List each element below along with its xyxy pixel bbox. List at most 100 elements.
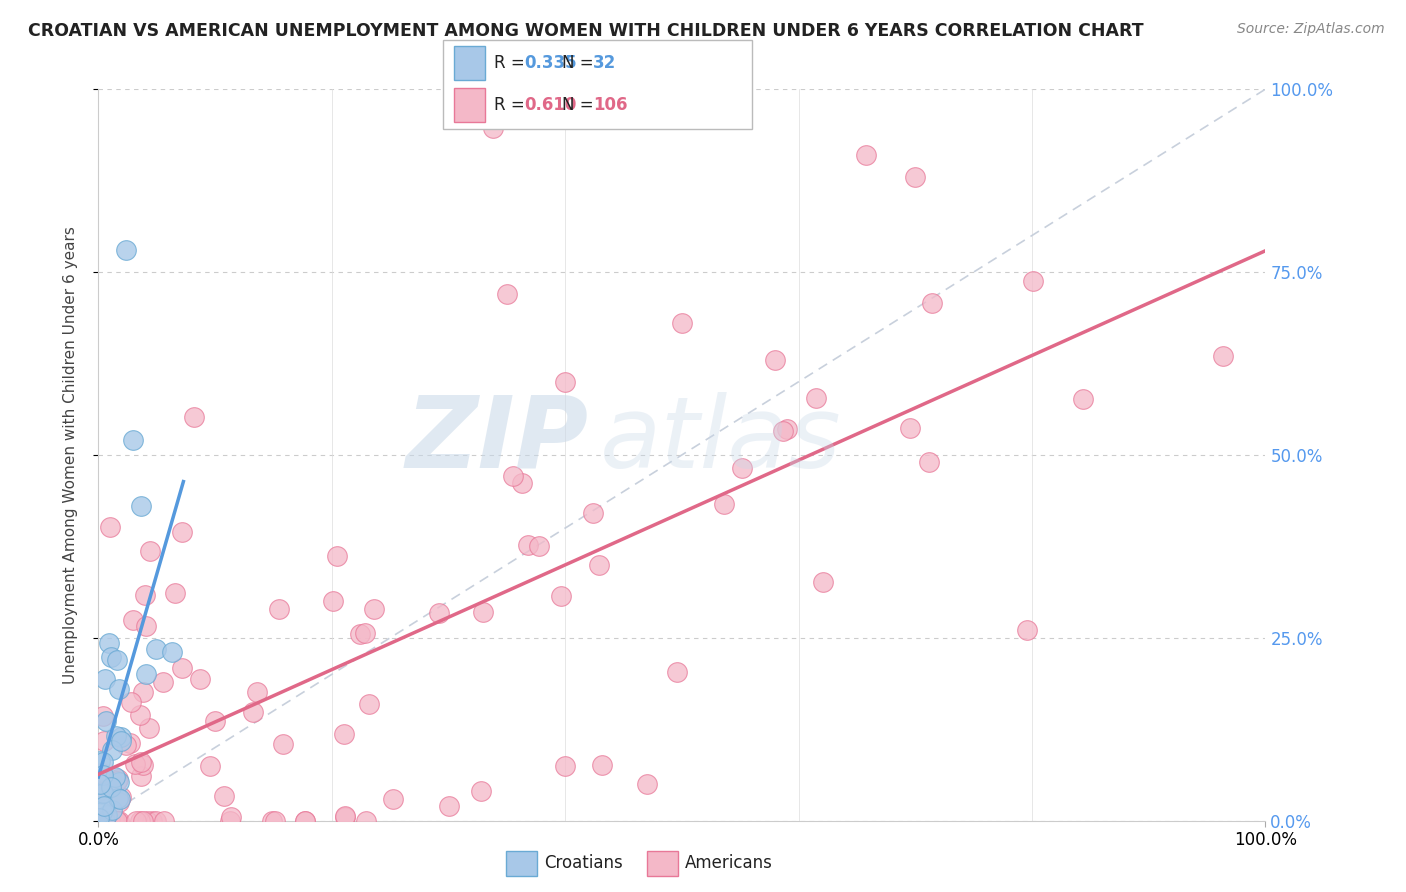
Point [128,814,150,828]
Text: Americans: Americans [685,855,773,872]
Point [107,814,129,828]
Point [267,602,290,616]
Point [198,759,221,773]
Point [354,814,377,828]
Point [105,653,128,667]
Point [219,814,242,828]
Point [96,808,118,822]
Point [666,665,689,679]
Point [152,675,174,690]
Point [135,667,157,681]
Text: 106: 106 [593,96,628,114]
Point [1015,623,1038,637]
Point [124,757,146,772]
Point [108,681,131,696]
Point [103,814,125,828]
Point [107,772,129,786]
Point [122,613,145,627]
Point [163,586,186,600]
Point [98,814,121,828]
Point [349,627,371,641]
Point [108,814,131,828]
Point [104,814,127,828]
Point [188,672,211,686]
Point [591,758,613,772]
Point [108,791,131,805]
Point [145,814,167,828]
Point [472,605,495,619]
Point [110,789,132,804]
Point [124,814,146,828]
Text: CROATIAN VS AMERICAN UNEMPLOYMENT AMONG WOMEN WITH CHILDREN UNDER 6 YEARS CORREL: CROATIAN VS AMERICAN UNEMPLOYMENT AMONG … [28,22,1143,40]
Point [101,803,124,817]
Point [333,727,356,741]
Point [96,814,118,828]
Point [91,768,114,782]
Point [138,721,160,735]
Point [110,731,132,745]
Point [121,434,143,448]
Point [1212,349,1234,363]
Point [145,641,167,656]
Text: ZIP: ZIP [405,392,589,489]
Point [382,791,405,805]
Point [776,422,799,436]
Point [804,391,827,405]
Point [357,697,380,711]
Point [204,714,226,728]
Point [427,607,450,621]
Point [135,619,157,633]
Point [904,169,927,184]
Point [242,705,264,719]
Point [772,424,794,438]
Point [335,809,357,823]
Point [1071,392,1094,407]
Point [921,296,943,310]
Point [132,758,155,772]
Point [554,758,576,772]
Point [100,650,122,665]
Point [671,316,693,330]
Point [94,814,117,828]
Y-axis label: Unemployment Among Women with Children Under 6 years: Unemployment Among Women with Children U… [63,226,77,684]
Point [510,475,533,490]
Point [94,814,117,828]
Point [170,524,193,539]
Text: 0.335: 0.335 [524,54,576,72]
Text: 0.610: 0.610 [524,96,576,114]
Point [120,695,142,709]
Point [129,499,152,513]
Point [94,714,117,728]
Point [91,814,114,828]
Point [91,766,114,780]
Point [87,811,110,825]
Point [139,543,162,558]
Text: Croatians: Croatians [544,855,623,872]
Point [713,497,735,511]
Point [153,814,176,828]
Point [90,814,112,828]
Point [89,777,111,791]
Point [527,539,550,553]
Point [94,672,117,686]
Point [502,469,524,483]
Point [97,636,120,650]
Point [129,707,152,722]
Point [105,814,128,828]
Point [219,810,242,824]
Point [98,520,121,534]
Point [183,410,205,425]
Point [132,685,155,699]
Point [325,549,347,563]
Point [114,243,136,257]
Point [115,739,138,753]
Point [93,799,115,814]
Text: N =: N = [562,54,599,72]
Point [264,814,287,828]
Point [811,574,834,589]
Point [855,148,877,162]
Point [260,814,283,828]
Point [294,814,316,828]
Point [100,780,122,794]
Point [271,737,294,751]
